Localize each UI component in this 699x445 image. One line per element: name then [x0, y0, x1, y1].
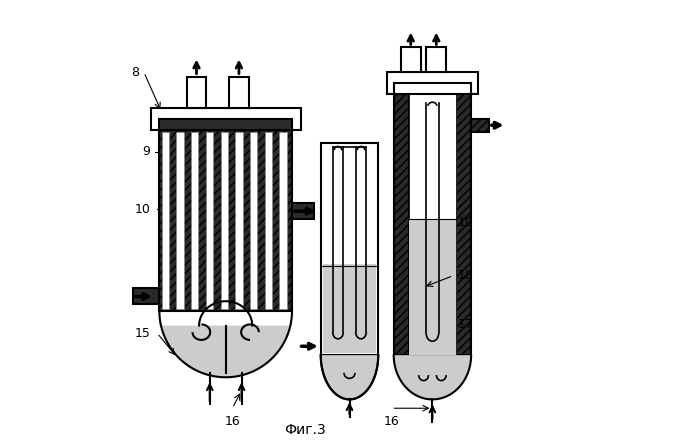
Text: 8: 8	[131, 66, 139, 79]
Polygon shape	[229, 77, 249, 108]
Polygon shape	[323, 264, 376, 353]
Polygon shape	[394, 94, 409, 355]
Polygon shape	[292, 203, 314, 219]
Polygon shape	[220, 132, 228, 309]
Polygon shape	[159, 311, 292, 377]
Polygon shape	[409, 219, 456, 355]
Polygon shape	[401, 47, 421, 72]
Polygon shape	[133, 288, 159, 304]
Polygon shape	[426, 47, 446, 72]
Text: 16: 16	[224, 415, 240, 428]
Polygon shape	[161, 132, 169, 309]
Polygon shape	[176, 132, 184, 309]
Polygon shape	[236, 132, 243, 309]
Polygon shape	[471, 118, 489, 132]
Text: 9: 9	[143, 145, 150, 158]
Polygon shape	[387, 72, 477, 94]
Polygon shape	[456, 94, 471, 355]
Polygon shape	[409, 94, 456, 355]
Polygon shape	[265, 132, 272, 309]
Text: 18: 18	[458, 269, 474, 282]
Polygon shape	[321, 355, 378, 399]
Text: 15: 15	[135, 327, 150, 340]
Text: 10: 10	[458, 216, 474, 229]
Polygon shape	[280, 132, 287, 309]
Text: 10: 10	[135, 203, 150, 216]
Polygon shape	[159, 129, 292, 311]
Text: 17: 17	[458, 318, 474, 331]
Polygon shape	[187, 77, 206, 108]
Polygon shape	[150, 108, 301, 129]
Polygon shape	[394, 355, 471, 399]
Polygon shape	[191, 132, 199, 309]
Text: 16: 16	[384, 415, 399, 428]
Polygon shape	[159, 118, 292, 129]
Polygon shape	[250, 132, 257, 309]
Polygon shape	[206, 132, 213, 309]
Polygon shape	[394, 83, 471, 94]
Text: Фиг.3: Фиг.3	[284, 423, 326, 437]
Polygon shape	[321, 143, 378, 355]
